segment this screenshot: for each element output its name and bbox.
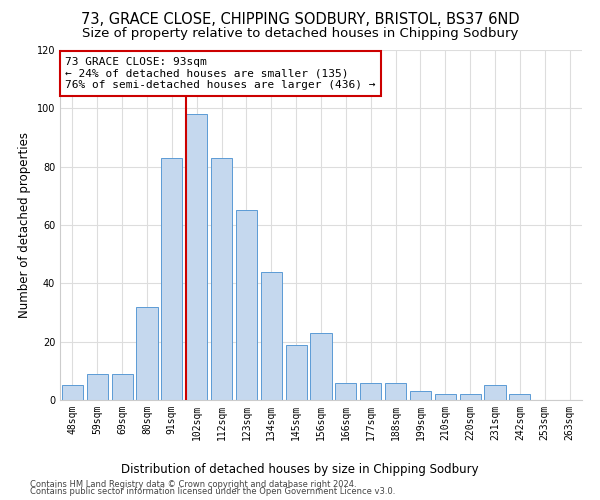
Text: Size of property relative to detached houses in Chipping Sodbury: Size of property relative to detached ho… <box>82 28 518 40</box>
Y-axis label: Number of detached properties: Number of detached properties <box>18 132 31 318</box>
Bar <box>286 344 307 400</box>
Bar <box>335 382 356 400</box>
Bar <box>62 386 83 400</box>
Bar <box>186 114 207 400</box>
Bar <box>310 333 332 400</box>
Text: Distribution of detached houses by size in Chipping Sodbury: Distribution of detached houses by size … <box>121 462 479 475</box>
Bar <box>112 374 133 400</box>
Bar <box>484 386 506 400</box>
Text: Contains public sector information licensed under the Open Government Licence v3: Contains public sector information licen… <box>30 488 395 496</box>
Bar <box>136 306 158 400</box>
Text: 73, GRACE CLOSE, CHIPPING SODBURY, BRISTOL, BS37 6ND: 73, GRACE CLOSE, CHIPPING SODBURY, BRIST… <box>80 12 520 28</box>
Bar <box>211 158 232 400</box>
Bar <box>161 158 182 400</box>
Bar <box>261 272 282 400</box>
Bar <box>360 382 381 400</box>
Text: 73 GRACE CLOSE: 93sqm
← 24% of detached houses are smaller (135)
76% of semi-det: 73 GRACE CLOSE: 93sqm ← 24% of detached … <box>65 57 376 90</box>
Bar <box>410 391 431 400</box>
Text: Contains HM Land Registry data © Crown copyright and database right 2024.: Contains HM Land Registry data © Crown c… <box>30 480 356 489</box>
Bar <box>87 374 108 400</box>
Bar <box>509 394 530 400</box>
Bar <box>435 394 456 400</box>
Bar <box>236 210 257 400</box>
Bar <box>385 382 406 400</box>
Bar <box>460 394 481 400</box>
